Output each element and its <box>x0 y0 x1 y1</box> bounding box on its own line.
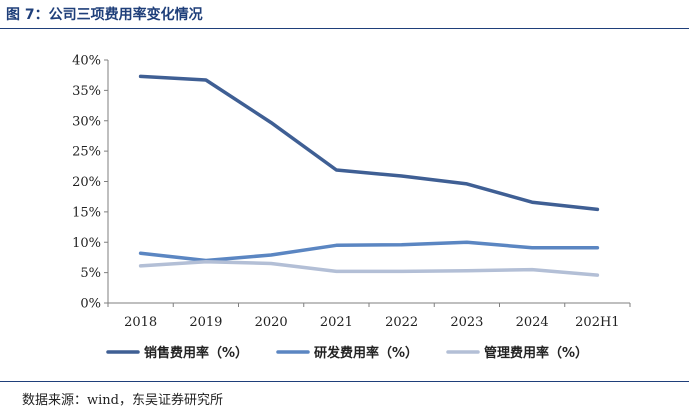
source-note: 数据来源：wind，东吴证券研究所 <box>22 393 223 408</box>
y-tick-label: 40% <box>72 54 101 69</box>
x-tick-label: 2022 <box>385 315 418 330</box>
legend-label-2: 研发费用率（%） <box>314 345 418 361</box>
y-tick-label: 20% <box>72 175 101 190</box>
series-line-3 <box>138 259 600 277</box>
legend-label-3: 管理费用率（%） <box>484 345 588 361</box>
y-tick-label: 15% <box>72 205 101 220</box>
y-tick-label: 35% <box>72 84 101 99</box>
figure-title: 图 7：公司三项费用率变化情况 <box>6 7 203 23</box>
x-tick-label: 2021 <box>320 315 353 330</box>
y-tick-label: 10% <box>72 236 101 251</box>
top-rule <box>0 28 689 29</box>
y-tick-label: 5% <box>80 266 101 281</box>
x-tick-label: 2019 <box>189 315 222 330</box>
x-tick-label: 2020 <box>255 315 288 330</box>
y-tick-label: 0% <box>80 297 101 312</box>
y-tick-label: 25% <box>72 145 101 160</box>
x-tick-label: 2018 <box>124 315 157 330</box>
legend-label-1: 销售费用率（%） <box>144 345 248 361</box>
series-line-2 <box>138 240 600 263</box>
x-tick-label: 2024 <box>516 315 549 330</box>
bottom-rule <box>0 381 689 382</box>
x-tick-label: 2023 <box>450 315 483 330</box>
y-tick-label: 30% <box>72 114 101 129</box>
x-tick-label: 202H1 <box>575 315 619 330</box>
series-line-1 <box>138 74 600 212</box>
